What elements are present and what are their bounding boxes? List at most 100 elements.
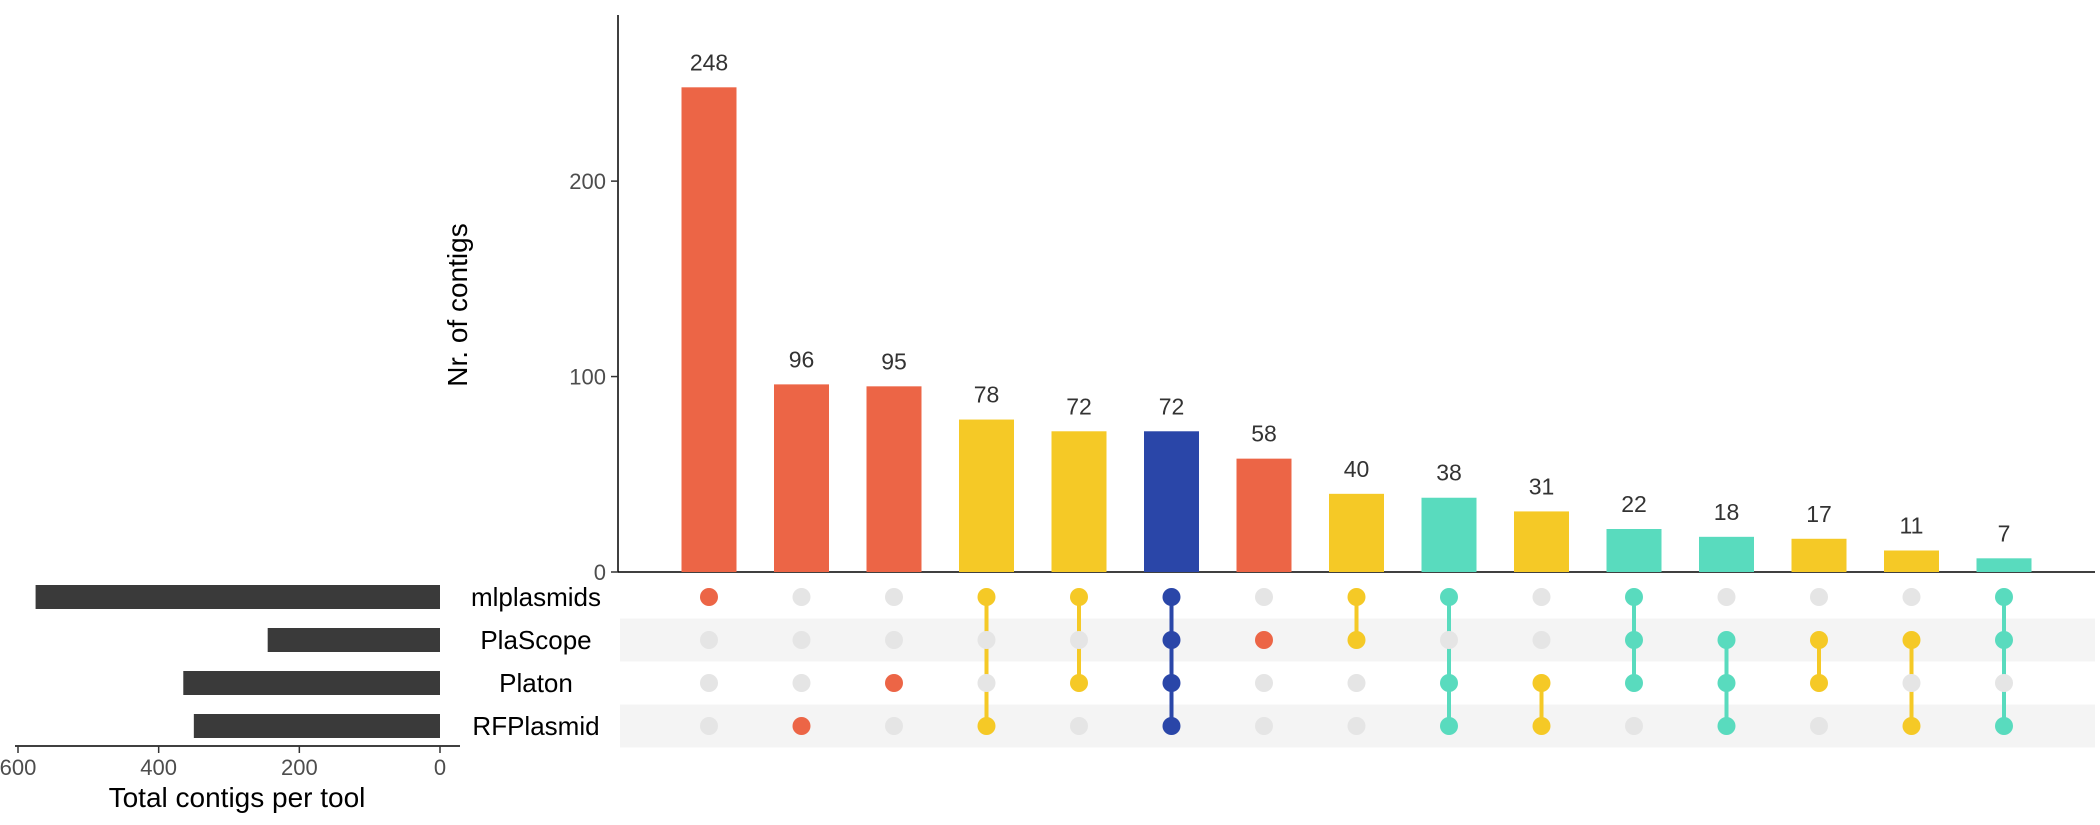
matrix-dot-active	[1347, 631, 1366, 649]
matrix-dot-active	[1162, 631, 1181, 649]
bar-value-label: 7	[1998, 520, 2011, 546]
matrix-dot-inactive	[1810, 717, 1828, 735]
bar-value-label: 72	[1159, 393, 1185, 419]
matrix-dot-active	[977, 588, 996, 606]
intersection-bar-labels: 248 96 95 78 72 72 58 40 38 31 22 18 17 11 7	[690, 49, 2011, 546]
matrix-dot-inactive	[977, 674, 996, 692]
intersection-bar	[1236, 458, 1292, 572]
intersection-bar	[959, 419, 1014, 572]
matrix-dot-inactive	[792, 588, 811, 606]
matrix-dot-active	[1625, 674, 1643, 692]
matrix-dot-active	[977, 717, 996, 735]
set-size-bars	[35, 585, 441, 738]
y-tick-label: 100	[569, 365, 606, 390]
matrix-dot-inactive	[1625, 717, 1643, 735]
matrix-dot-inactive	[700, 631, 718, 649]
matrix-dot-inactive	[1810, 588, 1828, 606]
matrix-dot-active	[1162, 717, 1181, 735]
bar-value-label: 31	[1529, 473, 1555, 499]
bar-value-label: 11	[1900, 513, 1924, 539]
intersection-matrix	[700, 588, 2013, 735]
matrix-dot-active	[1532, 717, 1551, 735]
set-size-bar	[267, 628, 440, 652]
intersection-bar	[1514, 511, 1569, 572]
set-size-tick-label: 200	[281, 755, 318, 780]
intersection-bar	[1329, 493, 1384, 572]
matrix-dot-active	[1440, 674, 1458, 692]
matrix-dot-active	[885, 674, 903, 692]
bar-value-label: 18	[1714, 499, 1740, 525]
matrix-dot-active	[1902, 631, 1921, 649]
set-size-axis: 600 400 200 0	[0, 745, 460, 780]
matrix-dot-active	[1995, 631, 2013, 649]
set-label: PlaScope	[480, 625, 591, 655]
intersection-bar	[681, 87, 737, 572]
bar-value-label: 96	[789, 346, 815, 372]
y-tick-label: 0	[594, 560, 606, 585]
intersection-bar	[1144, 431, 1199, 572]
bar-value-label: 58	[1251, 421, 1277, 447]
bar-value-label: 40	[1344, 456, 1370, 482]
matrix-dot-inactive	[977, 631, 996, 649]
matrix-dot-inactive	[1255, 588, 1273, 606]
set-size-tick-label: 0	[434, 755, 446, 780]
matrix-dot-inactive	[1255, 674, 1273, 692]
matrix-dot-inactive	[1717, 588, 1736, 606]
matrix-dot-inactive	[885, 631, 903, 649]
set-size-bar	[183, 671, 441, 695]
matrix-dot-inactive	[1440, 631, 1458, 649]
set-size-bar	[35, 585, 440, 609]
intersection-size-axis: 0 100 200	[569, 15, 2095, 585]
bar-value-label: 38	[1436, 460, 1462, 486]
intersection-bar	[1699, 536, 1754, 572]
y-tick-label: 200	[569, 169, 606, 194]
set-size-axis-title: Total contigs per tool	[109, 782, 366, 813]
intersection-bar	[1884, 550, 1939, 572]
bar-value-label: 248	[690, 49, 728, 75]
set-label: Platon	[499, 668, 573, 698]
matrix-dot-active	[1070, 588, 1088, 606]
intersection-bar	[1051, 431, 1107, 572]
matrix-dot-inactive	[1347, 674, 1366, 692]
intersection-bar	[1976, 558, 2032, 572]
matrix-dot-inactive	[700, 717, 718, 735]
matrix-dot-inactive	[792, 674, 811, 692]
bar-value-label: 95	[881, 348, 907, 374]
set-size-tick-label: 600	[0, 755, 36, 780]
matrix-dot-active	[1440, 717, 1458, 735]
set-size-tick-label: 400	[140, 755, 177, 780]
matrix-dot-inactive	[700, 674, 718, 692]
matrix-dot-inactive	[885, 588, 903, 606]
matrix-dot-active	[1810, 631, 1828, 649]
intersection-bar	[1421, 497, 1477, 572]
matrix-dot-active	[1717, 631, 1736, 649]
matrix-dot-inactive	[1070, 631, 1088, 649]
matrix-dot-active	[1717, 674, 1736, 692]
matrix-dot-inactive	[1902, 588, 1921, 606]
matrix-dot-inactive	[1532, 588, 1551, 606]
matrix-dot-active	[1532, 674, 1551, 692]
set-size-bar	[193, 714, 440, 738]
matrix-dot-active	[1070, 674, 1088, 692]
set-label: mlplasmids	[471, 582, 601, 612]
intersection-bar	[1606, 529, 1662, 572]
matrix-dot-active	[1625, 588, 1643, 606]
intersection-bar	[774, 384, 829, 572]
matrix-dot-inactive	[885, 717, 903, 735]
matrix-dot-active	[1255, 631, 1273, 649]
matrix-dot-active	[1810, 674, 1828, 692]
bar-value-label: 17	[1806, 501, 1832, 527]
matrix-dot-active	[1995, 588, 2013, 606]
matrix-dot-active	[1902, 717, 1921, 735]
intersection-bar	[1791, 538, 1847, 572]
matrix-dot-active	[700, 588, 718, 606]
bar-value-label: 22	[1621, 491, 1647, 517]
matrix-dot-active	[1717, 717, 1736, 735]
matrix-dot-active	[1440, 588, 1458, 606]
matrix-dot-active	[792, 717, 811, 735]
matrix-dot-inactive	[1070, 717, 1088, 735]
matrix-dot-inactive	[1347, 717, 1366, 735]
set-labels: mlplasmids PlaScope Platon RFPlasmid	[471, 582, 601, 741]
matrix-dot-inactive	[1255, 717, 1273, 735]
